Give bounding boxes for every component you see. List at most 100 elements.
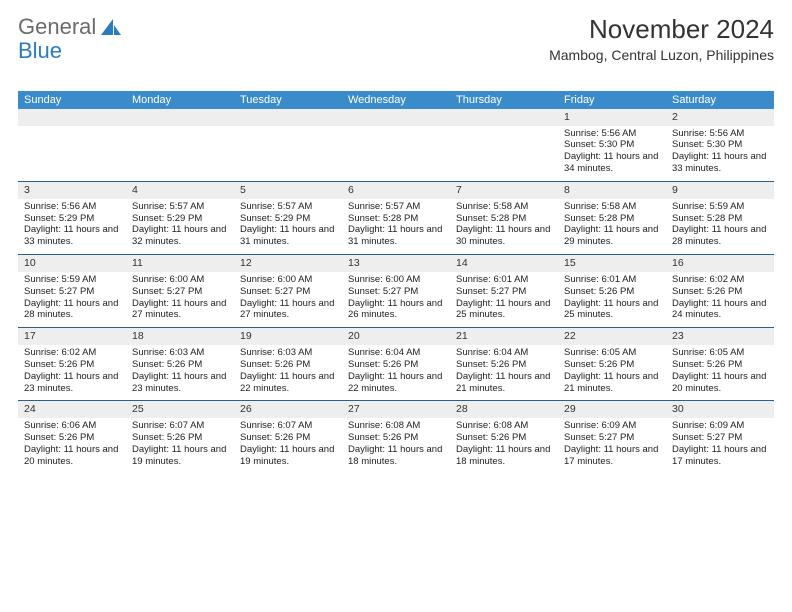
sunset-text: Sunset: 5:29 PM bbox=[24, 213, 120, 225]
day-header: Saturday bbox=[666, 91, 774, 109]
sunset-text: Sunset: 5:26 PM bbox=[24, 432, 120, 444]
day-content-cell: Sunrise: 6:08 AMSunset: 5:26 PMDaylight:… bbox=[342, 418, 450, 474]
month-title: November 2024 bbox=[549, 14, 774, 45]
sunrise-text: Sunrise: 6:07 AM bbox=[132, 420, 228, 432]
content-row: Sunrise: 6:02 AMSunset: 5:26 PMDaylight:… bbox=[18, 345, 774, 401]
daynum-row: 10111213141516 bbox=[18, 255, 774, 272]
day-number-cell: 10 bbox=[18, 255, 126, 272]
sunset-text: Sunset: 5:26 PM bbox=[348, 432, 444, 444]
day-number-cell: 24 bbox=[18, 401, 126, 418]
sunrise-text: Sunrise: 5:58 AM bbox=[564, 201, 660, 213]
sunrise-text: Sunrise: 5:57 AM bbox=[240, 201, 336, 213]
day-content-cell: Sunrise: 5:58 AMSunset: 5:28 PMDaylight:… bbox=[558, 199, 666, 255]
day-content-cell: Sunrise: 6:00 AMSunset: 5:27 PMDaylight:… bbox=[126, 272, 234, 328]
daylight-text: Daylight: 11 hours and 25 minutes. bbox=[456, 298, 552, 322]
day-number-cell: 1 bbox=[558, 109, 666, 126]
day-number-cell: 28 bbox=[450, 401, 558, 418]
daylight-text: Daylight: 11 hours and 25 minutes. bbox=[564, 298, 660, 322]
daylight-text: Daylight: 11 hours and 17 minutes. bbox=[672, 444, 768, 468]
sunset-text: Sunset: 5:26 PM bbox=[456, 432, 552, 444]
day-number-cell: 15 bbox=[558, 255, 666, 272]
daylight-text: Daylight: 11 hours and 28 minutes. bbox=[672, 224, 768, 248]
sunrise-text: Sunrise: 6:02 AM bbox=[672, 274, 768, 286]
daylight-text: Daylight: 11 hours and 27 minutes. bbox=[132, 298, 228, 322]
sunset-text: Sunset: 5:28 PM bbox=[348, 213, 444, 225]
sunrise-text: Sunrise: 6:01 AM bbox=[456, 274, 552, 286]
sunset-text: Sunset: 5:26 PM bbox=[564, 359, 660, 371]
content-row: Sunrise: 5:59 AMSunset: 5:27 PMDaylight:… bbox=[18, 272, 774, 328]
daylight-text: Daylight: 11 hours and 19 minutes. bbox=[240, 444, 336, 468]
sunrise-text: Sunrise: 6:03 AM bbox=[240, 347, 336, 359]
daylight-text: Daylight: 11 hours and 32 minutes. bbox=[132, 224, 228, 248]
sunrise-text: Sunrise: 6:09 AM bbox=[672, 420, 768, 432]
day-number-cell: 25 bbox=[126, 401, 234, 418]
daylight-text: Daylight: 11 hours and 31 minutes. bbox=[348, 224, 444, 248]
day-number-cell: 29 bbox=[558, 401, 666, 418]
daylight-text: Daylight: 11 hours and 29 minutes. bbox=[564, 224, 660, 248]
day-number-cell: 2 bbox=[666, 109, 774, 126]
sunset-text: Sunset: 5:26 PM bbox=[348, 359, 444, 371]
day-content-cell: Sunrise: 5:56 AMSunset: 5:30 PMDaylight:… bbox=[558, 126, 666, 182]
day-header: Wednesday bbox=[342, 91, 450, 109]
daylight-text: Daylight: 11 hours and 24 minutes. bbox=[672, 298, 768, 322]
sunset-text: Sunset: 5:26 PM bbox=[672, 359, 768, 371]
day-number-cell: 3 bbox=[18, 182, 126, 199]
sunrise-text: Sunrise: 6:09 AM bbox=[564, 420, 660, 432]
logo-word-2: Blue bbox=[18, 38, 62, 64]
sunset-text: Sunset: 5:27 PM bbox=[456, 286, 552, 298]
logo-sail-icon bbox=[101, 19, 123, 37]
day-content-cell: Sunrise: 6:01 AMSunset: 5:27 PMDaylight:… bbox=[450, 272, 558, 328]
day-content-cell: Sunrise: 6:00 AMSunset: 5:27 PMDaylight:… bbox=[342, 272, 450, 328]
sunset-text: Sunset: 5:27 PM bbox=[348, 286, 444, 298]
sunset-text: Sunset: 5:26 PM bbox=[240, 359, 336, 371]
daylight-text: Daylight: 11 hours and 22 minutes. bbox=[240, 371, 336, 395]
sunset-text: Sunset: 5:26 PM bbox=[24, 359, 120, 371]
day-number-cell: 20 bbox=[342, 328, 450, 345]
sunset-text: Sunset: 5:26 PM bbox=[132, 432, 228, 444]
sunset-text: Sunset: 5:26 PM bbox=[132, 359, 228, 371]
daylight-text: Daylight: 11 hours and 20 minutes. bbox=[672, 371, 768, 395]
daylight-text: Daylight: 11 hours and 23 minutes. bbox=[24, 371, 120, 395]
sunrise-text: Sunrise: 6:04 AM bbox=[348, 347, 444, 359]
day-content-cell: Sunrise: 5:59 AMSunset: 5:27 PMDaylight:… bbox=[18, 272, 126, 328]
sunrise-text: Sunrise: 6:08 AM bbox=[456, 420, 552, 432]
day-content-cell: Sunrise: 6:02 AMSunset: 5:26 PMDaylight:… bbox=[666, 272, 774, 328]
sunrise-text: Sunrise: 5:56 AM bbox=[564, 128, 660, 140]
sunrise-text: Sunrise: 6:05 AM bbox=[672, 347, 768, 359]
sunset-text: Sunset: 5:28 PM bbox=[672, 213, 768, 225]
sunset-text: Sunset: 5:26 PM bbox=[240, 432, 336, 444]
sunset-text: Sunset: 5:27 PM bbox=[24, 286, 120, 298]
day-content-cell: Sunrise: 5:59 AMSunset: 5:28 PMDaylight:… bbox=[666, 199, 774, 255]
day-number-cell: 11 bbox=[126, 255, 234, 272]
day-number-cell: 14 bbox=[450, 255, 558, 272]
sunset-text: Sunset: 5:30 PM bbox=[672, 139, 768, 151]
day-content-cell bbox=[18, 126, 126, 182]
sunrise-text: Sunrise: 6:02 AM bbox=[24, 347, 120, 359]
day-number-cell bbox=[234, 109, 342, 126]
sunrise-text: Sunrise: 6:04 AM bbox=[456, 347, 552, 359]
sunrise-text: Sunrise: 6:00 AM bbox=[240, 274, 336, 286]
sunset-text: Sunset: 5:27 PM bbox=[672, 432, 768, 444]
daynum-row: 3456789 bbox=[18, 182, 774, 199]
day-content-cell: Sunrise: 6:08 AMSunset: 5:26 PMDaylight:… bbox=[450, 418, 558, 474]
day-content-cell: Sunrise: 6:02 AMSunset: 5:26 PMDaylight:… bbox=[18, 345, 126, 401]
day-content-cell: Sunrise: 6:04 AMSunset: 5:26 PMDaylight:… bbox=[450, 345, 558, 401]
sunset-text: Sunset: 5:27 PM bbox=[564, 432, 660, 444]
day-content-cell: Sunrise: 6:00 AMSunset: 5:27 PMDaylight:… bbox=[234, 272, 342, 328]
day-content-cell bbox=[342, 126, 450, 182]
daylight-text: Daylight: 11 hours and 20 minutes. bbox=[24, 444, 120, 468]
daylight-text: Daylight: 11 hours and 23 minutes. bbox=[132, 371, 228, 395]
sunset-text: Sunset: 5:30 PM bbox=[564, 139, 660, 151]
sunset-text: Sunset: 5:29 PM bbox=[240, 213, 336, 225]
day-number-cell: 26 bbox=[234, 401, 342, 418]
day-content-cell: Sunrise: 6:07 AMSunset: 5:26 PMDaylight:… bbox=[234, 418, 342, 474]
day-header: Tuesday bbox=[234, 91, 342, 109]
sunrise-text: Sunrise: 6:08 AM bbox=[348, 420, 444, 432]
title-block: November 2024 Mambog, Central Luzon, Phi… bbox=[549, 14, 774, 63]
daylight-text: Daylight: 11 hours and 33 minutes. bbox=[672, 151, 768, 175]
day-header: Sunday bbox=[18, 91, 126, 109]
sunrise-text: Sunrise: 6:06 AM bbox=[24, 420, 120, 432]
daylight-text: Daylight: 11 hours and 34 minutes. bbox=[564, 151, 660, 175]
daylight-text: Daylight: 11 hours and 18 minutes. bbox=[348, 444, 444, 468]
day-number-cell bbox=[126, 109, 234, 126]
